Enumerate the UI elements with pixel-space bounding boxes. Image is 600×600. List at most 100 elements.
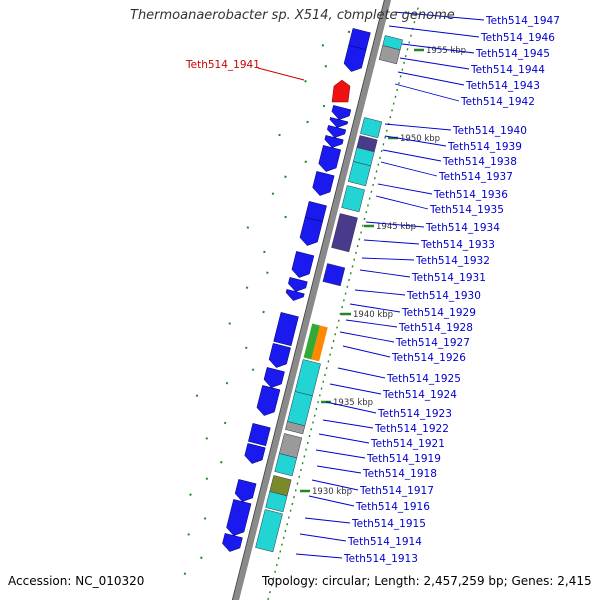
- gene-label-leader: [315, 449, 366, 459]
- gene-label: Teth514_1930: [406, 290, 481, 302]
- forward-gene-arrow: [312, 171, 335, 196]
- gene-label-leader: [337, 367, 386, 379]
- gene-label: Teth514_1935: [429, 204, 504, 216]
- gene-label-leader: [342, 345, 391, 358]
- gene-label: Teth514_1932: [415, 255, 490, 267]
- reverse-gene-block: [265, 491, 288, 513]
- forward-gene-arrow: [226, 499, 252, 536]
- gene-label-leader: [393, 11, 485, 21]
- reverse-gene-block: [274, 453, 298, 477]
- gene-label-leader: [339, 331, 395, 343]
- forward-gene-arrow: [248, 423, 271, 447]
- gene-label: Teth514_1934: [425, 222, 500, 234]
- forward-gene-arrow: [331, 105, 352, 120]
- forward-gene-arrow: [263, 367, 285, 388]
- gene-label: Teth514_1917: [359, 485, 434, 497]
- gene-label: Teth514_1925: [386, 373, 461, 385]
- gene-label: Teth514_1916: [355, 501, 430, 513]
- backbone-edge: [231, 0, 385, 600]
- gene-label-leader: [382, 149, 442, 162]
- gene-label-leader: [359, 269, 411, 278]
- gene-label: Teth514_1933: [420, 239, 495, 251]
- gene-label-leader: [316, 465, 362, 474]
- genome-title: Thermoanaerobacter sp. X514, complete ge…: [130, 8, 455, 23]
- gene-label-leader: [295, 553, 343, 559]
- gene-label-leader: [384, 135, 447, 147]
- forward-gene-arrow: [222, 533, 243, 552]
- gene-label: Teth514_1918: [362, 468, 437, 480]
- forward-gene-arrow: [234, 479, 257, 502]
- gene-label-leader: [345, 319, 398, 328]
- gene-label: Teth514_1942: [460, 96, 535, 108]
- gene-label: Teth514_1931: [411, 272, 486, 284]
- reverse-gene-block: [360, 117, 383, 139]
- gene-label-leader: [304, 517, 351, 524]
- gene-label-leader: [397, 71, 465, 86]
- gene-label-leader: [322, 419, 374, 429]
- gene-label: Teth514_1946: [480, 32, 555, 44]
- forward-gene-arrow: [327, 125, 347, 138]
- gene-label-leader: [363, 239, 420, 245]
- reverse-gene-block: [378, 45, 401, 65]
- gene-label-leader: [349, 303, 401, 313]
- gene-label: Teth514_1927: [395, 337, 470, 349]
- kbp-marker-label: 1945 kbp: [376, 222, 416, 232]
- forward-gene-arrow: [324, 135, 344, 148]
- kbp-marker-label: 1930 kbp: [312, 487, 352, 497]
- gene-label: Teth514_1937: [438, 171, 513, 183]
- topology-text: Topology: circular; Length: 2,457,259 bp…: [262, 574, 592, 588]
- reverse-gene-block: [311, 325, 328, 362]
- gene-label: Teth514_1923: [377, 408, 452, 420]
- gene-label-leader: [354, 289, 406, 296]
- reverse-gene-block: [322, 263, 346, 287]
- gene-label-leader: [311, 479, 359, 491]
- gene-label: Teth514_1938: [442, 156, 517, 168]
- gene-label-leader: [380, 161, 438, 177]
- gene-label-leader: [401, 43, 475, 54]
- gene-label-leader: [308, 495, 355, 507]
- forward-gene-arrow: [285, 289, 305, 301]
- gene-label: Teth514_1913: [343, 553, 418, 565]
- highlighted-gene-leader: [257, 67, 305, 81]
- forward-gene-arrow: [291, 251, 315, 278]
- forward-gene-arrow: [256, 385, 281, 416]
- reverse-gene-block: [294, 359, 321, 397]
- forward-gene-arrow: [299, 217, 323, 246]
- backbone: [232, 0, 392, 600]
- gene-label-leader: [325, 401, 377, 414]
- gene-label: Teth514_1939: [447, 141, 522, 153]
- gene-label: Teth514_1914: [347, 536, 422, 548]
- gene-label: Teth514_1926: [391, 352, 466, 364]
- kbp-marker-label: 1935 kbp: [333, 398, 373, 408]
- gene-label: Teth514_1940: [452, 125, 527, 137]
- gene-label: Teth514_1945: [475, 48, 550, 60]
- highlighted-gene-label: Teth514_1941: [185, 59, 260, 71]
- gene-label: Teth514_1922: [374, 423, 449, 435]
- gene-label: Teth514_1928: [398, 322, 473, 334]
- gene-label-leader: [384, 123, 452, 131]
- accession-text: Accession: NC_010320: [8, 574, 145, 588]
- forward-gene-arrow: [268, 343, 291, 368]
- forward-gene-arrow: [329, 117, 349, 128]
- forward-gene-arrow: [273, 312, 299, 347]
- reverse-gene-block: [331, 213, 358, 253]
- kbp-marker-label: 1950 kbp: [400, 134, 440, 144]
- forward-gene-arrow: [318, 145, 342, 172]
- gene-label-leader: [318, 433, 370, 444]
- reverse-gene-block: [347, 161, 372, 187]
- gene-label: Teth514_1944: [470, 64, 545, 76]
- gene-label-leader: [365, 221, 425, 228]
- reverse-gene-block: [285, 421, 306, 435]
- forward-gene-arrow: [288, 277, 308, 292]
- gene-label: Teth514_1915: [351, 518, 426, 530]
- reverse-gene-block: [303, 323, 320, 360]
- gene-label-leader: [394, 83, 460, 102]
- highlighted-gene: [331, 79, 351, 103]
- gene-label-leader: [377, 183, 433, 195]
- gene-label: Teth514_1924: [382, 389, 457, 401]
- kbp-marker-label: 1940 kbp: [353, 310, 393, 320]
- forward-gene-arrow: [343, 45, 367, 72]
- forward-gene-arrow: [244, 443, 266, 464]
- reverse-gene-block: [341, 185, 365, 213]
